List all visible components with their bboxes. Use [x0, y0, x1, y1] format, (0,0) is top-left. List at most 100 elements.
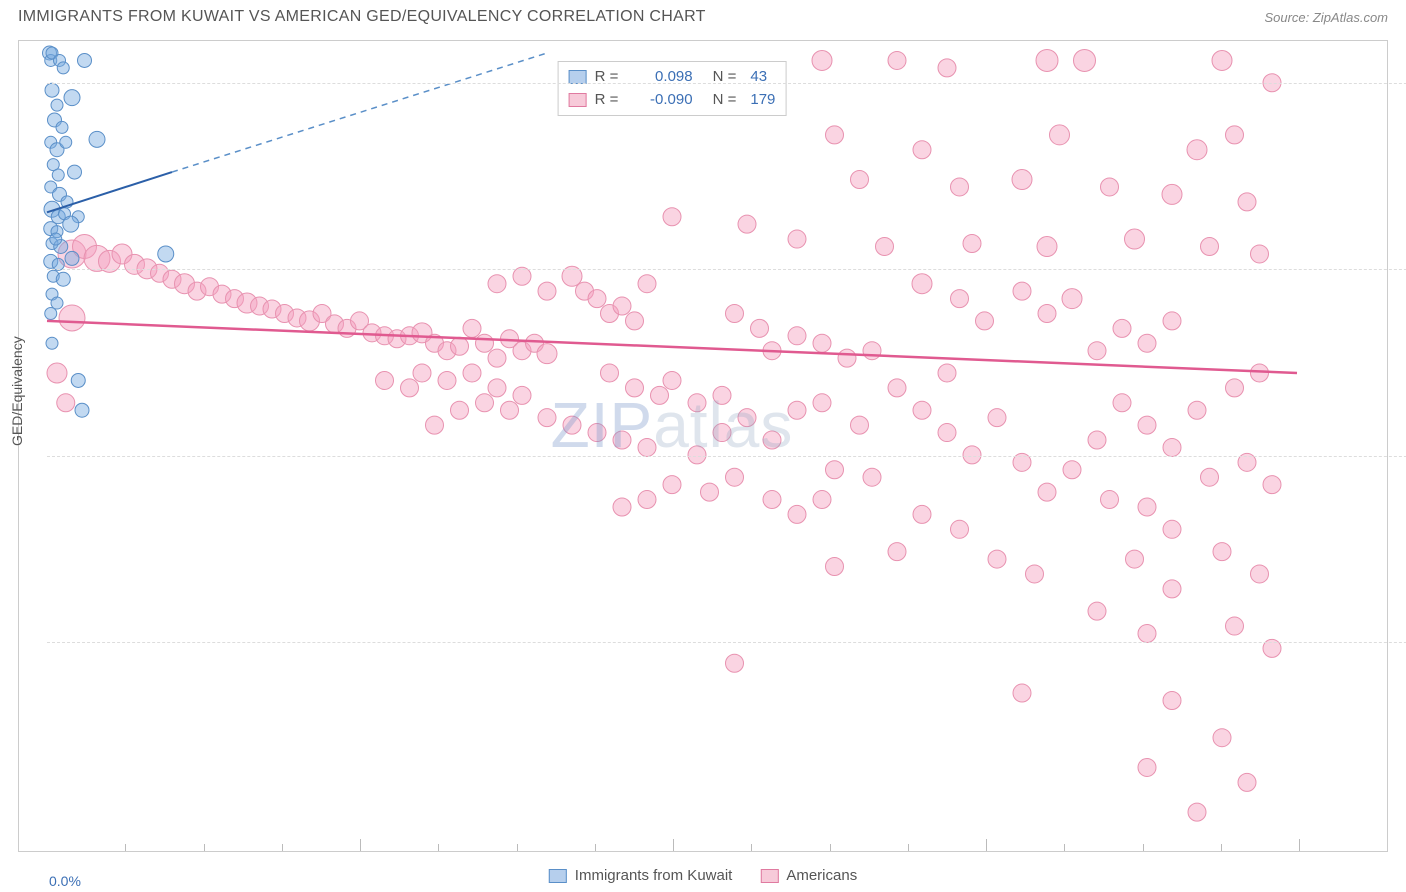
point-americans — [1213, 729, 1231, 747]
point-americans — [1201, 468, 1219, 486]
point-americans — [726, 468, 744, 486]
point-americans — [788, 230, 806, 248]
stats-row: R =-0.090N =179 — [569, 89, 776, 112]
point-americans — [663, 476, 681, 494]
point-americans — [538, 282, 556, 300]
point-americans — [1226, 126, 1244, 144]
point-americans — [613, 498, 631, 516]
point-americans — [1238, 193, 1256, 211]
x-tick — [1221, 844, 1222, 851]
point-americans — [1226, 379, 1244, 397]
point-americans — [1162, 184, 1182, 204]
point-americans — [876, 238, 894, 256]
point-americans — [376, 371, 394, 389]
legend-swatch — [569, 93, 587, 107]
point-kuwait — [78, 53, 92, 67]
x-tick — [438, 844, 439, 851]
point-americans — [1063, 461, 1081, 479]
point-americans — [1251, 245, 1269, 263]
point-americans — [988, 550, 1006, 568]
point-americans — [788, 401, 806, 419]
chart-container: GED/Equivalency ZIPatlas R =0.098N =43R … — [18, 40, 1388, 852]
point-americans — [888, 379, 906, 397]
x-tick — [1064, 844, 1065, 851]
point-kuwait — [60, 136, 72, 148]
point-americans — [701, 483, 719, 501]
point-americans — [488, 275, 506, 293]
point-americans — [438, 371, 456, 389]
point-americans — [912, 274, 932, 294]
stats-row: R =0.098N =43 — [569, 66, 776, 89]
source-attribution: Source: ZipAtlas.com — [1264, 10, 1388, 25]
trend-line — [172, 53, 547, 172]
point-americans — [613, 431, 631, 449]
x-tick — [673, 839, 674, 851]
point-americans — [663, 208, 681, 226]
point-kuwait — [51, 297, 63, 309]
point-americans — [413, 364, 431, 382]
x-tick — [282, 844, 283, 851]
n-label: N = — [713, 66, 737, 89]
gridline — [47, 269, 1406, 270]
point-kuwait — [51, 99, 63, 111]
point-americans — [563, 416, 581, 434]
x-tick — [1143, 844, 1144, 851]
point-americans — [1050, 125, 1070, 145]
point-americans — [638, 491, 656, 509]
gridline — [47, 642, 1406, 643]
point-kuwait — [64, 90, 80, 106]
point-americans — [463, 364, 481, 382]
point-americans — [751, 319, 769, 337]
point-americans — [813, 491, 831, 509]
point-americans — [538, 409, 556, 427]
point-americans — [59, 305, 85, 331]
point-americans — [826, 461, 844, 479]
point-americans — [738, 409, 756, 427]
point-kuwait — [45, 83, 59, 97]
point-kuwait — [68, 165, 82, 179]
gridline — [47, 456, 1406, 457]
point-americans — [963, 446, 981, 464]
point-americans — [963, 235, 981, 253]
point-americans — [826, 558, 844, 576]
point-kuwait — [75, 403, 89, 417]
point-americans — [1013, 684, 1031, 702]
point-americans — [826, 126, 844, 144]
point-americans — [626, 312, 644, 330]
point-americans — [813, 334, 831, 352]
point-kuwait — [50, 233, 62, 245]
point-americans — [1138, 334, 1156, 352]
x-tick — [125, 844, 126, 851]
point-americans — [1074, 49, 1096, 71]
point-americans — [951, 178, 969, 196]
x-tick — [595, 844, 596, 851]
x-tick — [830, 844, 831, 851]
point-americans — [888, 543, 906, 561]
point-americans — [1263, 476, 1281, 494]
point-kuwait — [65, 251, 79, 265]
point-americans — [663, 371, 681, 389]
point-americans — [1126, 550, 1144, 568]
point-americans — [763, 491, 781, 509]
point-kuwait — [71, 373, 85, 387]
point-americans — [951, 520, 969, 538]
point-americans — [851, 416, 869, 434]
point-americans — [1188, 803, 1206, 821]
point-americans — [47, 363, 67, 383]
point-kuwait — [45, 307, 57, 319]
point-americans — [1036, 49, 1058, 71]
point-americans — [1101, 178, 1119, 196]
x-tick — [908, 844, 909, 851]
r-value: 0.098 — [633, 66, 693, 89]
stats-legend: R =0.098N =43R =-0.090N =179 — [558, 61, 787, 116]
point-americans — [888, 51, 906, 69]
trend-line — [47, 321, 1297, 373]
point-americans — [426, 416, 444, 434]
scatter-svg — [47, 53, 1297, 827]
point-americans — [476, 334, 494, 352]
point-americans — [651, 386, 669, 404]
x-tick — [517, 844, 518, 851]
point-americans — [913, 505, 931, 523]
r-label: R = — [595, 66, 625, 89]
legend-item: Americans — [760, 867, 857, 884]
